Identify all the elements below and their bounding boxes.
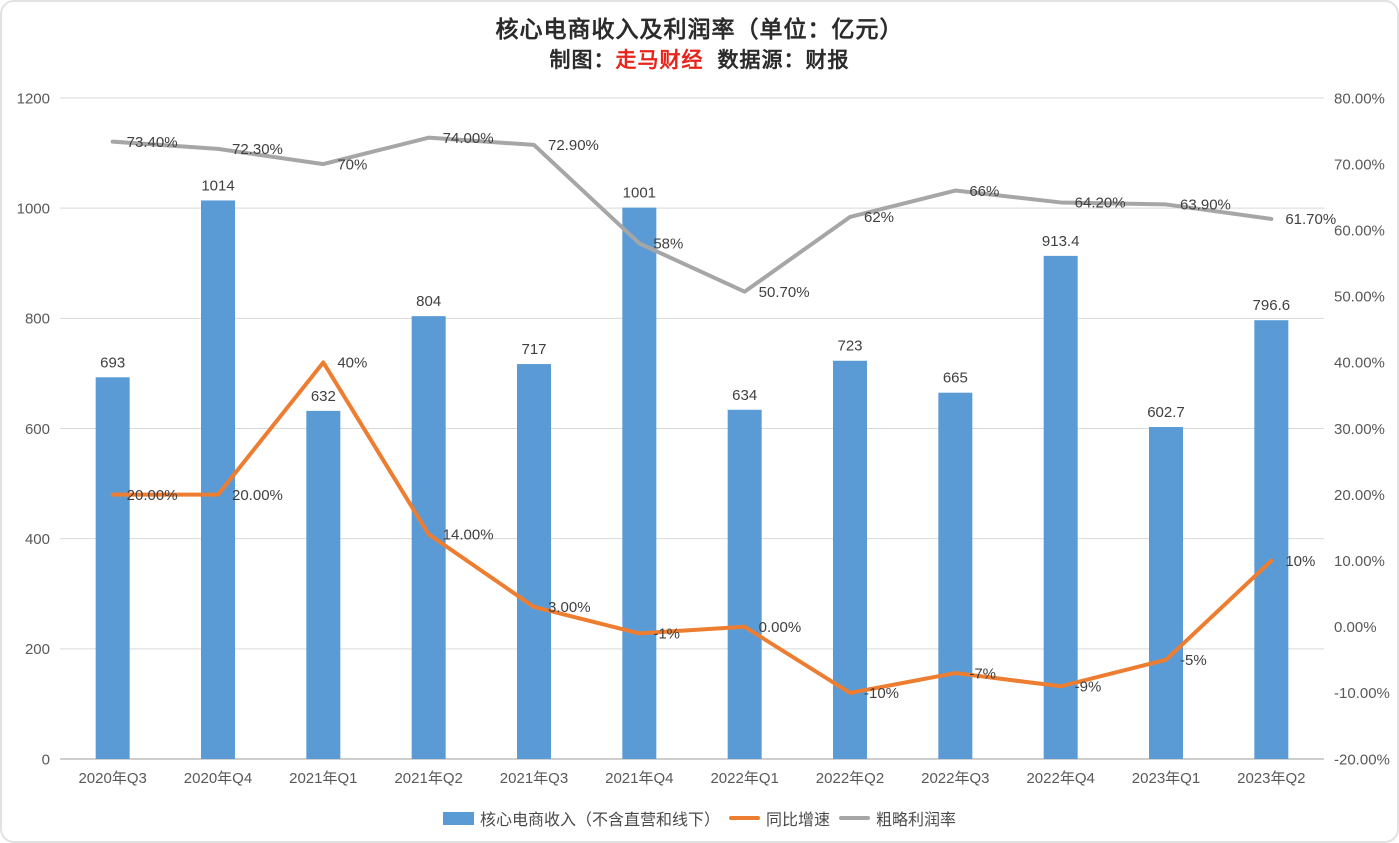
left-axis-tick-label: 1000 [17, 200, 50, 217]
revenue-bar [306, 410, 341, 759]
growth-line-point-label: -1% [653, 626, 680, 643]
legend-label-margin: 粗略利润率 [876, 812, 957, 829]
bar-value-label: 693 [100, 354, 125, 371]
growth-line-point-label: 20.00% [127, 487, 178, 504]
x-axis-category-label: 2020年Q4 [184, 770, 252, 787]
x-axis-category-label: 2022年Q4 [1026, 770, 1094, 787]
legend-item-growth: 同比增速 [728, 806, 830, 830]
revenue-bar [727, 409, 762, 759]
revenue-bar [1254, 320, 1289, 759]
growth-line-point-label: -9% [1075, 679, 1102, 696]
x-axis-category-label: 2020年Q3 [78, 770, 146, 787]
bar-value-label: 723 [837, 338, 862, 355]
right-axis-tick-label: 20.00% [1334, 487, 1385, 504]
right-axis-tick-label: 10.00% [1334, 553, 1385, 570]
growth-line-point-label: -7% [969, 665, 996, 682]
margin-line-point-label: 73.40% [127, 134, 178, 151]
bar-swatch-icon [442, 811, 474, 825]
right-axis-tick-label: 40.00% [1334, 355, 1385, 372]
right-axis-tick-label: 60.00% [1334, 222, 1385, 239]
combo-chart: 1200 1000 800 600 400 200 0 80.00% 70.00% 60.00% 5… [17, 90, 1390, 787]
bar-value-label: 634 [732, 387, 757, 404]
chart-legend: 核心电商收入（不含直营和线下） 同比增速 粗略利润率 [2, 806, 1397, 830]
subtitle-source: 数据源：财报 [717, 49, 850, 73]
margin-line-point-label: 50.70% [759, 284, 810, 301]
revenue-bar [517, 364, 551, 759]
title-block: 核心电商收入及利润率（单位：亿元） 制图：走马财经 数据源：财报 [2, 14, 1397, 75]
right-axis-tick-label: 80.00% [1334, 90, 1385, 107]
margin-line-point-label: 61.70% [1285, 211, 1336, 228]
left-axis-tick-label: 800 [25, 311, 50, 328]
right-axis-tick-label: 70.00% [1334, 156, 1385, 173]
x-axis-category-label: 2022年Q2 [816, 770, 884, 787]
gray-line-icon [839, 816, 870, 820]
revenue-bar [938, 392, 973, 759]
subtitle-author: 走马财经 [615, 49, 704, 73]
bar-value-label: 804 [416, 293, 441, 310]
bar-value-label: 1001 [623, 185, 656, 202]
bar-value-label: 665 [943, 370, 968, 387]
growth-line-point-label: 10% [1285, 553, 1315, 570]
growth-line-point-label: -5% [1180, 652, 1207, 669]
margin-line-point-label: 64.20% [1075, 195, 1126, 212]
margin-line-point-label: 62% [864, 209, 894, 226]
right-axis-tick-label: 0.00% [1334, 619, 1377, 636]
bar-value-label: 1014 [201, 177, 234, 194]
x-axis-category-label: 2021年Q3 [500, 770, 568, 787]
margin-line-point-label: 72.30% [232, 141, 283, 158]
revenue-bar [95, 377, 130, 759]
bar-value-label: 796.6 [1253, 297, 1291, 314]
revenue-bar [1149, 427, 1183, 759]
margin-line-point-label: 58% [653, 236, 683, 253]
growth-line-point-label: 3.00% [548, 599, 591, 616]
growth-line-point-label: 14.00% [443, 527, 494, 544]
growth-line-point-label: 20.00% [232, 487, 283, 504]
bar-value-label: 913.4 [1042, 233, 1080, 250]
left-axis-tick-label: 1200 [17, 90, 50, 107]
margin-line-point-label: 66% [969, 183, 999, 200]
margin-line-point-label: 70% [337, 156, 367, 173]
x-axis-category-label: 2021年Q4 [605, 770, 673, 787]
chart-subtitle: 制图：走马财经 数据源：财报 [2, 47, 1397, 75]
x-axis-category-label: 2021年Q2 [394, 770, 462, 787]
bar-value-label: 717 [521, 341, 546, 358]
legend-item-margin: 粗略利润率 [839, 806, 956, 830]
left-axis-tick-label: 0 [42, 751, 50, 768]
right-axis-tick-label: 30.00% [1334, 421, 1385, 438]
bar-value-label: 632 [311, 388, 336, 405]
growth-line-point-label: 40% [337, 355, 367, 372]
chart-title: 核心电商收入及利润率（单位：亿元） [495, 16, 904, 42]
left-axis-tick-label: 400 [25, 531, 50, 548]
legend-item-revenue: 核心电商收入（不含直营和线下） [442, 806, 720, 830]
revenue-bar [411, 316, 446, 759]
margin-line-point-label: 74.00% [443, 130, 494, 147]
bar-value-label: 602.7 [1147, 404, 1185, 421]
revenue-bar [622, 207, 657, 759]
x-axis-category-label: 2023年Q1 [1132, 770, 1200, 787]
orange-line-icon [728, 816, 760, 820]
legend-label-growth: 同比增速 [765, 812, 830, 829]
subtitle-prefix: 制图： [549, 49, 616, 73]
right-axis-tick-label: -10.00% [1334, 685, 1390, 702]
revenue-bar [1043, 255, 1078, 759]
x-axis-category-label: 2021年Q1 [289, 770, 357, 787]
right-axis-tick-label: 50.00% [1334, 289, 1385, 306]
x-axis-category-label: 2023年Q2 [1237, 770, 1305, 787]
x-axis-category-label: 2022年Q3 [921, 770, 989, 787]
growth-line-point-label: 0.00% [759, 619, 802, 636]
left-axis-tick-label: 600 [25, 421, 50, 438]
legend-label-revenue: 核心电商收入（不含直营和线下） [479, 812, 720, 829]
margin-line-point-label: 72.90% [548, 137, 599, 154]
growth-line-point-label: -10% [864, 685, 899, 702]
margin-line [110, 135, 1274, 294]
growth-line [110, 360, 1274, 695]
revenue-bar [833, 360, 867, 759]
margin-line-point-label: 63.90% [1180, 197, 1231, 214]
right-axis-tick-label: -20.00% [1334, 751, 1390, 768]
x-axis-category-label: 2022年Q1 [710, 770, 778, 787]
left-axis-tick-label: 200 [25, 641, 50, 658]
